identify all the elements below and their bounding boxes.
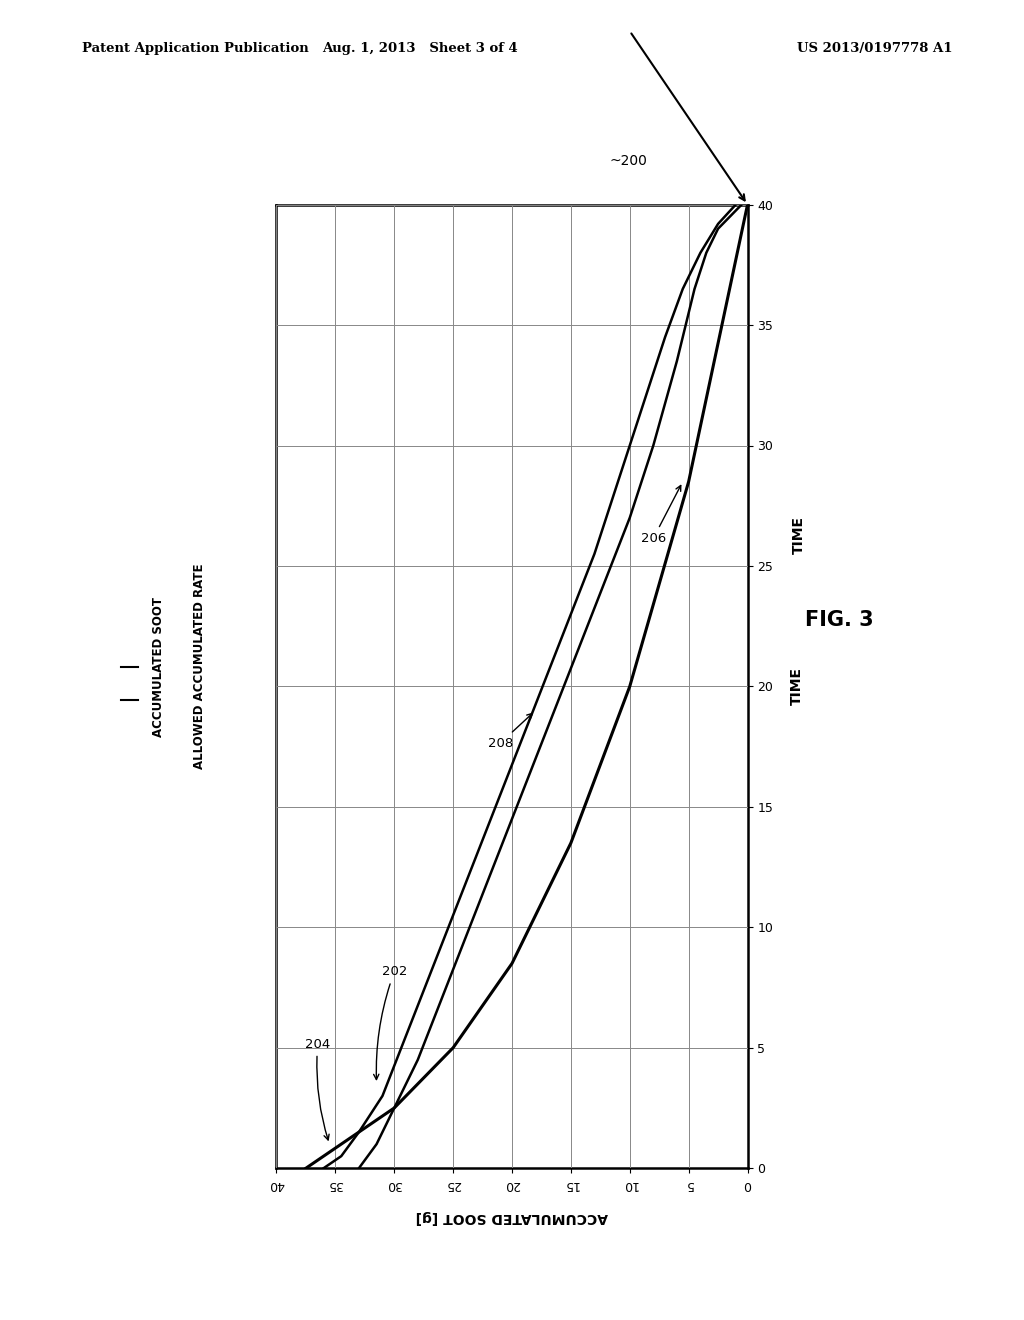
Text: ACCUMULATED SOOT: ACCUMULATED SOOT bbox=[153, 597, 165, 737]
Y-axis label: TIME: TIME bbox=[790, 668, 804, 705]
Text: 208: 208 bbox=[487, 713, 532, 750]
Text: Aug. 1, 2013   Sheet 3 of 4: Aug. 1, 2013 Sheet 3 of 4 bbox=[322, 42, 518, 55]
Text: TIME: TIME bbox=[792, 516, 806, 553]
Text: ALLOWED ACCUMULATED RATE: ALLOWED ACCUMULATED RATE bbox=[194, 564, 206, 770]
Text: FIG. 3: FIG. 3 bbox=[805, 610, 874, 631]
X-axis label: ACCUMULATED SOOT [g]: ACCUMULATED SOOT [g] bbox=[416, 1210, 608, 1225]
Text: 202: 202 bbox=[374, 965, 407, 1080]
Text: ~200: ~200 bbox=[609, 154, 647, 168]
Text: Patent Application Publication: Patent Application Publication bbox=[82, 42, 308, 55]
Text: 204: 204 bbox=[305, 1038, 331, 1140]
Text: 206: 206 bbox=[641, 486, 681, 545]
Text: US 2013/0197778 A1: US 2013/0197778 A1 bbox=[797, 42, 952, 55]
